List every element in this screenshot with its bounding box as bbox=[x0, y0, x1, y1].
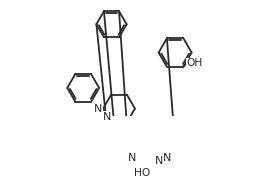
Text: N: N bbox=[94, 104, 102, 113]
Text: N: N bbox=[103, 112, 112, 122]
Text: OH: OH bbox=[186, 58, 202, 68]
Text: N: N bbox=[155, 156, 163, 166]
Text: HO: HO bbox=[134, 168, 151, 178]
Text: N: N bbox=[127, 153, 136, 163]
Text: N: N bbox=[163, 153, 172, 163]
